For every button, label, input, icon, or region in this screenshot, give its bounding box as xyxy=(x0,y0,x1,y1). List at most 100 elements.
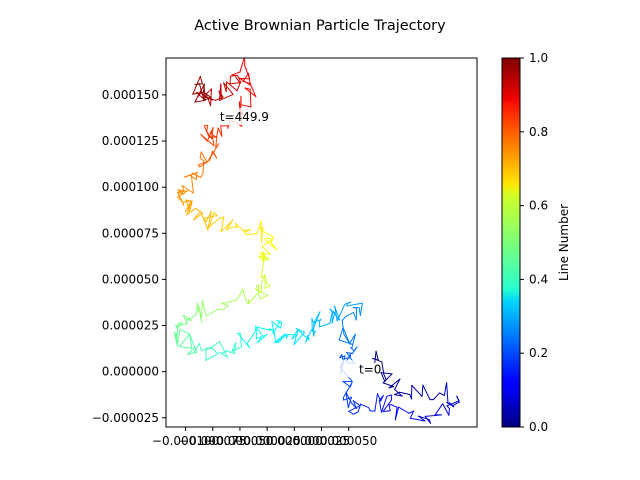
trajectory-segment xyxy=(199,157,205,162)
trajectory-segment xyxy=(394,378,401,390)
trajectory-segment xyxy=(260,257,265,279)
trajectory-segment xyxy=(236,332,242,335)
trajectory-segment xyxy=(218,351,228,358)
trajectory-segment xyxy=(213,211,218,217)
trajectory-segment xyxy=(178,323,188,326)
trajectory-segment xyxy=(344,301,352,305)
trajectory-segment xyxy=(218,90,224,98)
trajectory-segment xyxy=(229,81,242,85)
trajectory-segment xyxy=(442,403,450,416)
trajectory-segment xyxy=(189,333,198,353)
trajectory-segment xyxy=(217,308,225,311)
trajectory-segment xyxy=(204,92,212,98)
trajectory-segment xyxy=(183,172,198,178)
trajectory-segment xyxy=(348,410,355,415)
trajectory-segment xyxy=(409,410,415,419)
trajectory-segment xyxy=(226,350,235,355)
trajectory-segment xyxy=(293,331,306,346)
trajectory-segment xyxy=(197,160,211,166)
annotation-box xyxy=(195,107,254,125)
trajectory-segment xyxy=(446,405,450,410)
trajectory-segment xyxy=(260,275,266,279)
trajectory-segment xyxy=(275,333,286,344)
trajectory-segment xyxy=(446,382,449,404)
trajectory-segment xyxy=(189,200,193,212)
trajectory-segment xyxy=(368,407,371,412)
trajectory-segment xyxy=(255,325,263,337)
trajectory-segment xyxy=(382,373,393,384)
trajectory-segment xyxy=(220,216,225,233)
trajectory-segment xyxy=(432,392,441,401)
trajectory-segment xyxy=(254,288,262,293)
trajectory-segment xyxy=(359,302,363,316)
trajectory-segment xyxy=(305,334,309,343)
trajectory-segment xyxy=(229,75,236,77)
trajectory-segment xyxy=(236,332,251,349)
trajectory-segment xyxy=(185,315,196,321)
trajectory-segment xyxy=(360,403,370,409)
trajectory-segment xyxy=(342,380,351,388)
trajectory-segment xyxy=(263,259,270,261)
trajectory-segment xyxy=(199,151,202,159)
x-tick-label: 0.000025 xyxy=(293,434,350,448)
trajectory-segment xyxy=(313,318,322,324)
trajectory-segment xyxy=(205,308,219,317)
trajectory-segment xyxy=(189,333,193,349)
trajectory-segment xyxy=(234,75,241,84)
trajectory-segment xyxy=(225,226,233,231)
trajectory-segment xyxy=(194,94,199,103)
trajectory-segment xyxy=(220,219,234,233)
trajectory-segment xyxy=(198,83,205,101)
trajectory-segment xyxy=(205,353,219,362)
trajectory-segment xyxy=(258,255,264,262)
colorbar-ticks: 0.0 0.2 0.4 0.6 0.8 1.0 xyxy=(520,51,548,434)
trajectory-segment xyxy=(223,82,227,93)
trajectory-segment xyxy=(424,414,442,417)
trajectory-segment xyxy=(256,220,262,235)
trajectory-segment xyxy=(434,403,444,416)
trajectory-segment xyxy=(408,410,415,414)
trajectory-segment xyxy=(178,345,193,349)
trajectory-segment xyxy=(244,87,257,98)
colorbar-tick-label: 1.0 xyxy=(529,51,548,65)
y-tick-label: 0.000000 xyxy=(102,365,159,379)
trajectory-segment xyxy=(260,229,274,238)
trajectory-segment xyxy=(194,83,200,86)
trajectory-segment xyxy=(190,175,197,181)
trajectory-segment xyxy=(394,406,398,421)
trajectory-segment xyxy=(198,343,203,352)
annotation-label: t=449.9 xyxy=(220,110,269,124)
colorbar-tick-label: 0.0 xyxy=(529,420,548,434)
y-tick-label: 0.000125 xyxy=(102,134,159,148)
trajectory-segment xyxy=(343,333,351,345)
trajectory-segment xyxy=(345,391,349,408)
trajectory-segment xyxy=(214,96,224,101)
colorbar xyxy=(501,57,521,428)
trajectory-segment xyxy=(206,226,209,231)
trajectory-segment xyxy=(244,229,251,233)
trajectory-segment xyxy=(381,361,385,375)
trajectory-segment xyxy=(380,395,388,413)
trajectory-segment xyxy=(417,415,430,421)
trajectory-segment xyxy=(235,222,246,233)
trajectory-segment xyxy=(452,401,460,407)
trajectory-segment xyxy=(200,133,208,142)
trajectory-segment xyxy=(181,185,194,194)
trajectory-segment xyxy=(382,410,391,413)
trajectory-segment xyxy=(182,314,188,325)
x-tick-label: −0.000075 xyxy=(179,434,246,448)
trajectory-segment xyxy=(208,136,218,138)
trajectory-segment xyxy=(338,327,344,341)
trajectory-segment xyxy=(261,245,271,255)
chart-title: Active Brownian Particle Trajectory xyxy=(194,18,446,34)
trajectory-segment xyxy=(190,174,194,194)
trajectory-segment xyxy=(199,75,203,85)
trajectory-segment xyxy=(201,347,213,352)
trajectory-segment xyxy=(374,393,378,412)
trajectory-segment xyxy=(259,295,269,300)
trajectory-segment xyxy=(210,341,221,348)
trajectory-segment xyxy=(271,321,281,329)
trajectory-segment xyxy=(177,190,189,193)
trajectory-segment xyxy=(345,311,355,317)
trajectory-segment xyxy=(291,334,298,340)
